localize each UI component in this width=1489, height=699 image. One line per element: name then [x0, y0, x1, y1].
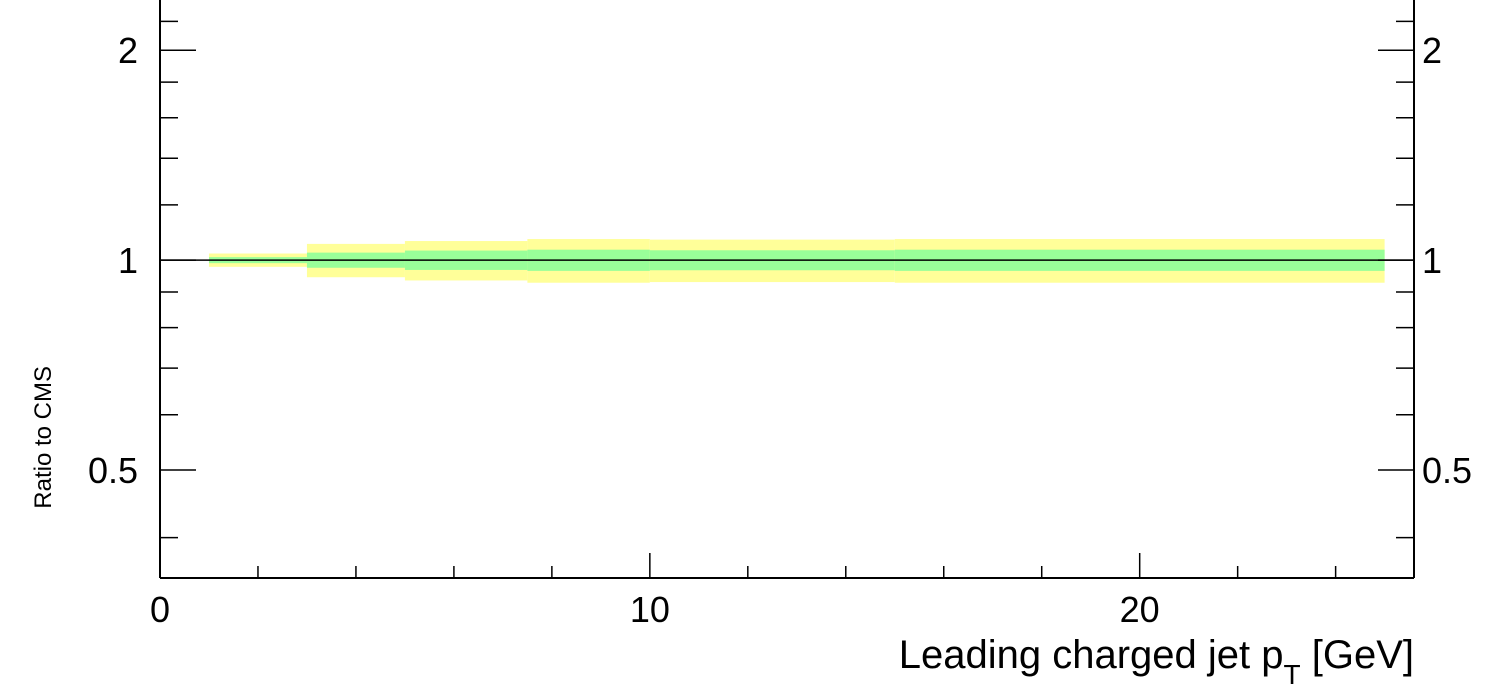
y-tick-label-right: 0.5 — [1422, 450, 1472, 491]
y-tick-label-left: 0.5 — [88, 450, 138, 491]
axis-ticks — [159, 20, 1414, 578]
x-axis-label-main: Leading charged jet p — [899, 633, 1284, 677]
x-axis-label-subscript: T — [1284, 659, 1301, 690]
x-axis-label-unit: [GeV] — [1301, 633, 1414, 677]
x-axis-label: Leading charged jet pT [GeV] — [899, 633, 1414, 690]
axes-frame — [159, 0, 1415, 579]
x-tick-label: 0 — [150, 589, 170, 630]
uncertainty-bands — [208, 239, 1385, 283]
y-axis-label: Ratio to CMS — [30, 366, 57, 509]
y-tick-label-left: 2 — [118, 30, 138, 71]
y-tick-label-right: 1 — [1422, 240, 1442, 281]
x-tick-label: 20 — [1120, 589, 1160, 630]
tick-labels: 0 10 20 0.5 0.5 1 1 2 2 — [88, 30, 1472, 630]
x-tick-label: 10 — [630, 589, 670, 630]
y-tick-label-right: 2 — [1422, 30, 1442, 71]
y-tick-label-left: 1 — [118, 240, 138, 281]
